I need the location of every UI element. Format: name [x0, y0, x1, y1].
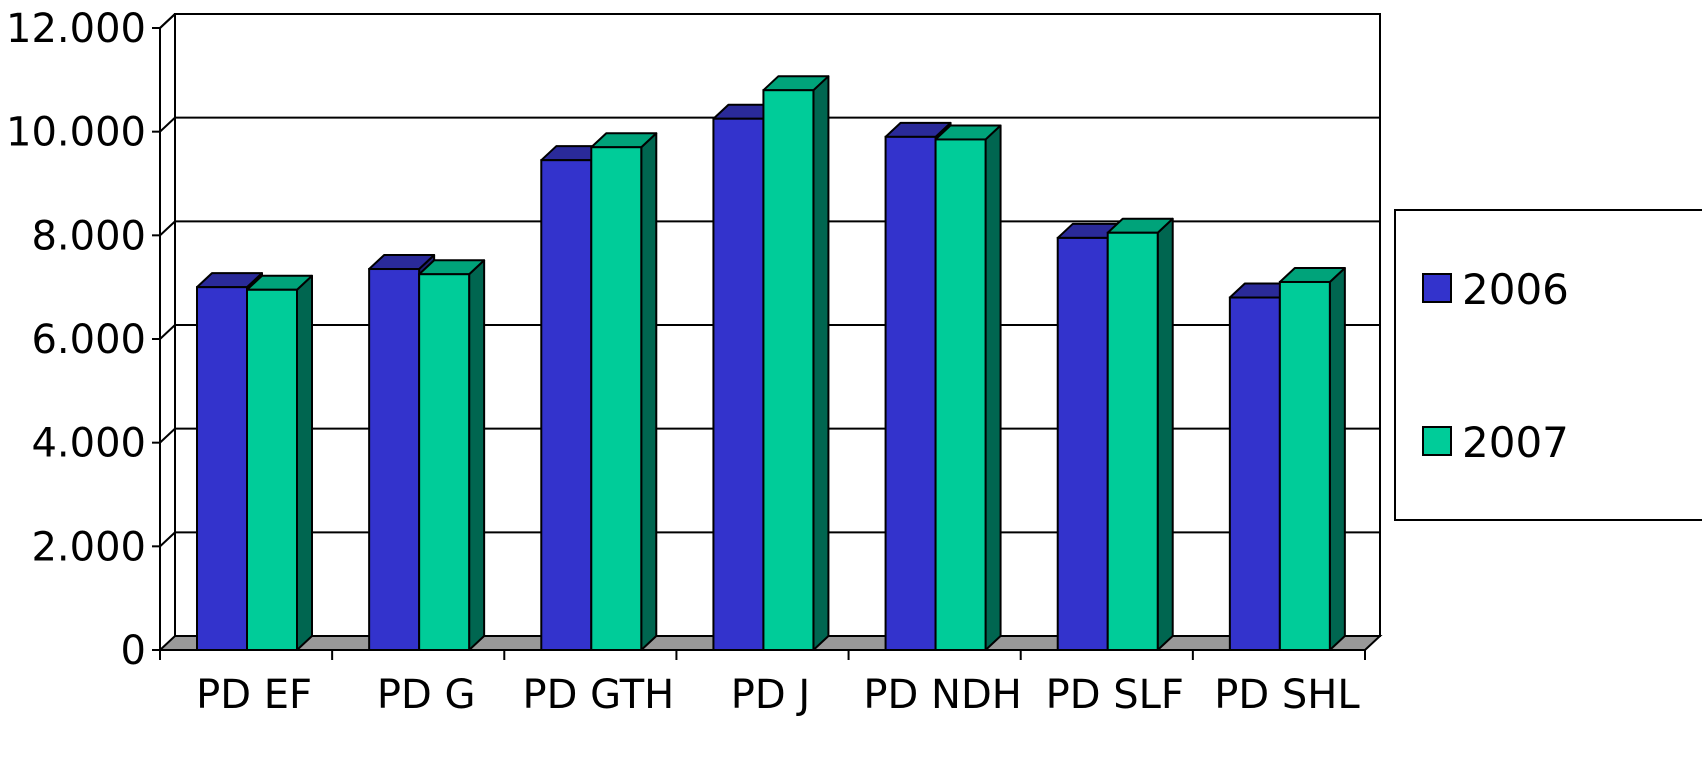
- bars: [196, 75, 1346, 652]
- x-category-label: PD G: [377, 672, 476, 718]
- x-category-label: PD SHL: [1214, 672, 1360, 718]
- bar-front-face: [590, 146, 643, 651]
- gridline-side: [159, 116, 176, 133]
- bar-front-face: [762, 89, 815, 651]
- bar-front-face: [368, 268, 421, 651]
- bar-2007-pd-g: [418, 259, 486, 651]
- bar-front-face: [540, 159, 593, 652]
- bar-2007-pd-gth: [590, 132, 658, 651]
- bar-2007-pd-ef: [246, 274, 313, 651]
- x-category-label: PD J: [731, 672, 810, 718]
- y-tick-label: 8.000: [31, 213, 146, 259]
- bar-front-face: [1228, 296, 1281, 651]
- gridline-side: [159, 324, 176, 340]
- bar-side-face: [296, 274, 313, 651]
- gridline-side: [159, 531, 176, 548]
- gridline-side: [159, 13, 176, 29]
- x-category-label: PD GTH: [522, 672, 674, 718]
- bar-front-face: [884, 135, 937, 652]
- y-tick-label: 6.000: [31, 317, 146, 363]
- y-tick-label: 12.000: [6, 6, 146, 52]
- bar-front-face: [934, 138, 987, 651]
- y-tick-label: 0: [121, 628, 146, 674]
- gridline-side: [159, 427, 176, 444]
- bar-2007-pd-j: [762, 75, 830, 651]
- bar-front-face: [1106, 231, 1159, 651]
- y-tick-label: 10.000: [6, 110, 146, 156]
- bar-2007-pd-shl: [1278, 266, 1346, 651]
- legend-label-2007: 2007: [1462, 418, 1569, 467]
- bar-side-face: [984, 124, 1002, 651]
- bar-side-face: [468, 259, 486, 651]
- bar-front-face: [1278, 280, 1331, 651]
- bar-front-face: [1056, 236, 1109, 652]
- y-tick-label: 2.000: [31, 524, 146, 570]
- legend-swatch-2006: [1422, 273, 1452, 303]
- bar-front-face: [196, 286, 248, 651]
- x-category-label: PD NDH: [863, 672, 1021, 718]
- y-tick-label: 4.000: [31, 421, 146, 467]
- x-category-label: PD SLF: [1046, 672, 1184, 718]
- bar-side-face: [1328, 266, 1346, 651]
- bar-side-face: [1156, 217, 1174, 651]
- legend: 2006 2007: [1394, 209, 1702, 521]
- legend-swatch-2007: [1422, 426, 1452, 456]
- legend-label-2006: 2006: [1462, 265, 1569, 314]
- x-category-label: PD EF: [196, 672, 312, 718]
- bar-front-face: [712, 117, 765, 652]
- bar-side-face: [812, 75, 830, 651]
- bar-side-face: [640, 132, 658, 651]
- y-axis: 0 2.000 4.000 6.000 8.000 10.000 12.000: [6, 6, 160, 674]
- legend-box: [1394, 209, 1702, 521]
- gridline-side: [159, 220, 176, 237]
- x-axis: PD EF PD G PD GTH PD J PD NDH PD SLF PD SHL: [159, 649, 1366, 718]
- bar-2007-pd-ndh: [934, 124, 1002, 651]
- bar-2007-pd-slf: [1106, 217, 1174, 651]
- bar-front-face: [246, 288, 298, 651]
- bar-front-face: [418, 273, 471, 651]
